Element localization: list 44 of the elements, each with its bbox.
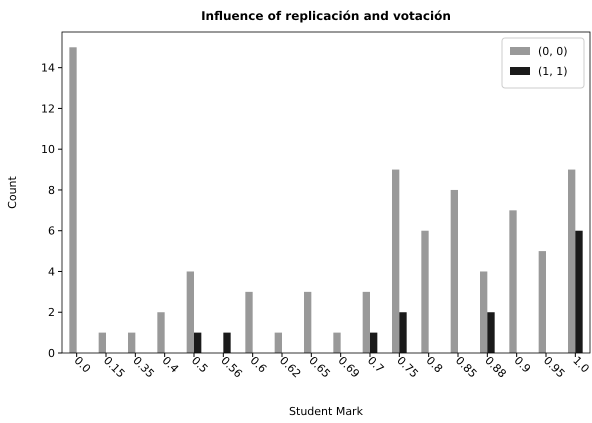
- chart-title: Influence of replicación and votación: [201, 9, 451, 23]
- x-tick-label: 0.5: [188, 354, 210, 376]
- bar: [223, 332, 231, 353]
- bar: [399, 312, 407, 353]
- bar: [421, 230, 429, 353]
- bar: [370, 332, 378, 353]
- y-tick-label: 4: [48, 265, 55, 278]
- bar: [333, 332, 341, 353]
- bar: [480, 271, 488, 353]
- bar: [538, 251, 546, 353]
- bar: [509, 210, 517, 353]
- y-tick-label: 14: [41, 62, 55, 75]
- bar: [157, 312, 165, 353]
- legend-label: (1, 1): [538, 64, 568, 78]
- bar: [245, 292, 253, 353]
- x-tick-label: 0.9: [512, 354, 534, 376]
- x-tick-label: 0.0: [72, 354, 94, 376]
- x-tick-label: 1.0: [570, 354, 592, 376]
- y-tick-label: 2: [48, 306, 55, 320]
- x-tick-label: 0.4: [160, 354, 182, 376]
- bar: [69, 47, 77, 353]
- bar: [274, 332, 282, 353]
- bar: [304, 292, 312, 353]
- y-tick-label: 0: [48, 346, 55, 360]
- bar: [186, 271, 194, 353]
- y-axis-title: Count: [6, 175, 19, 209]
- y-tick-label: 8: [48, 184, 55, 197]
- x-tick-label: 0.8: [424, 354, 446, 376]
- x-axis-title: Student Mark: [289, 405, 364, 418]
- y-tick-label: 10: [41, 143, 55, 156]
- y-tick-label: 6: [48, 224, 55, 238]
- x-tick-label: 0.6: [248, 354, 270, 376]
- bar: [194, 332, 202, 353]
- legend-label: (0, 0): [538, 44, 568, 58]
- y-tick-label: 12: [41, 102, 55, 116]
- bar: [575, 230, 583, 353]
- bar: [128, 332, 136, 353]
- bar: [568, 170, 576, 353]
- bar: [98, 332, 106, 353]
- bar: [392, 170, 400, 353]
- bar: [362, 292, 370, 353]
- bar: [487, 312, 495, 353]
- bar: [450, 190, 458, 353]
- x-tick-label: 0.7: [364, 354, 386, 376]
